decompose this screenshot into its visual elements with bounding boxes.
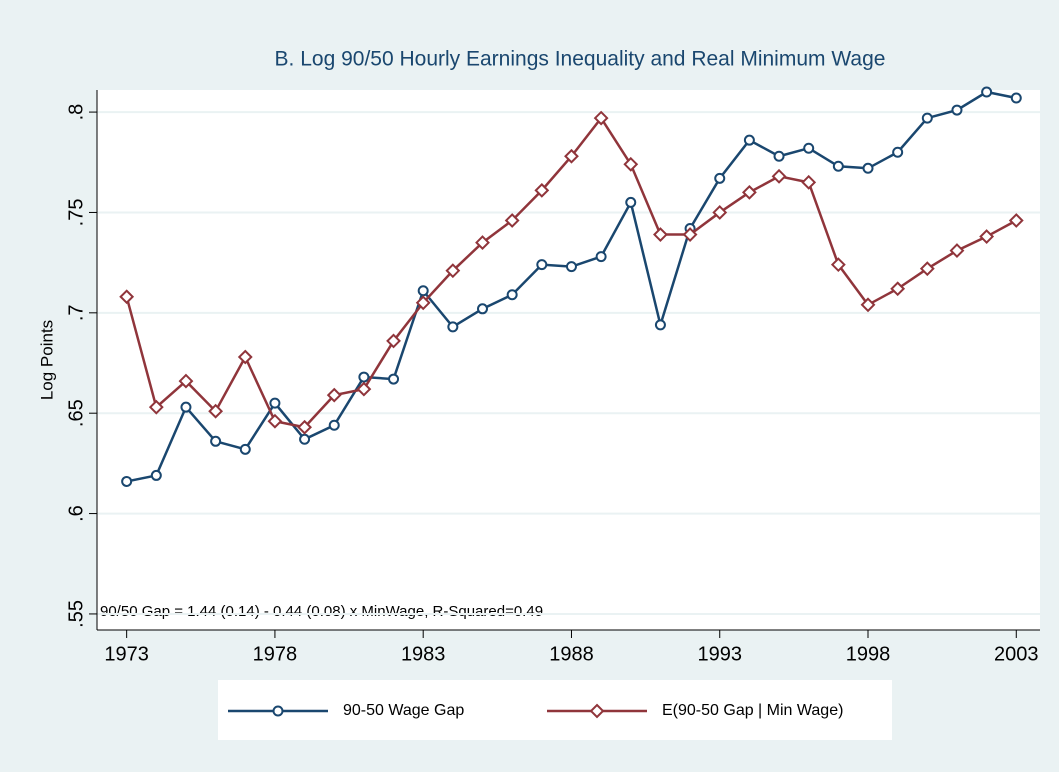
y-axis-label: Log Points [37, 320, 56, 400]
data-point [297, 419, 312, 435]
data-point [862, 162, 874, 174]
data-point [388, 373, 400, 385]
data-point [773, 150, 785, 162]
legend-label: 90-50 Wage Gap [343, 702, 464, 719]
data-point [832, 160, 844, 172]
x-tick-label: 1978 [253, 643, 298, 665]
chart-title: B. Log 90/50 Hourly Earnings Inequality … [275, 48, 886, 71]
data-point [475, 235, 490, 250]
y-tick-label: .6 [65, 505, 87, 522]
data-point [803, 142, 815, 154]
data-point [358, 371, 370, 383]
data-point [949, 243, 965, 259]
data-point [595, 251, 607, 263]
data-point [150, 469, 162, 481]
data-point [1008, 213, 1024, 228]
data-point [386, 333, 401, 349]
data-point [654, 319, 666, 331]
data-point [653, 227, 668, 242]
data-point [593, 110, 609, 126]
data-point [536, 259, 548, 271]
data-point [623, 156, 639, 172]
data-point [714, 172, 726, 184]
data-point [237, 349, 253, 365]
data-point [919, 261, 935, 277]
data-point [267, 413, 283, 429]
data-point [921, 112, 933, 124]
data-point [830, 257, 846, 273]
data-point [534, 182, 550, 198]
y-tick-label: .8 [65, 104, 87, 121]
y-tick-label: .55 [65, 600, 87, 628]
data-point [269, 397, 281, 409]
data-point [771, 168, 787, 184]
legend-marker [589, 703, 605, 719]
annotation: 90/50 Gap = 1.44 (0.14) - 0.44 (0.08) x … [100, 603, 543, 620]
data-point [1010, 92, 1022, 104]
data-point [208, 403, 224, 419]
x-tick-label: 1983 [401, 643, 446, 665]
data-point [625, 196, 637, 208]
data-point [504, 213, 520, 228]
x-tick-label: 1973 [104, 643, 149, 665]
data-point [299, 433, 311, 445]
data-point [180, 401, 192, 413]
data-point [951, 104, 963, 116]
data-point [741, 184, 757, 200]
data-point [239, 443, 251, 455]
data-point [801, 174, 817, 190]
data-point [148, 399, 164, 415]
data-point [119, 289, 135, 305]
data-point [682, 227, 698, 242]
data-point [477, 303, 489, 315]
x-tick-label: 1993 [697, 643, 742, 665]
x-tick-label: 2003 [994, 643, 1039, 665]
data-point [121, 475, 133, 487]
data-point [210, 435, 222, 447]
data-point [326, 387, 342, 403]
y-tick-label: .65 [65, 399, 87, 427]
data-point [892, 146, 904, 158]
data-point [178, 373, 194, 389]
data-point [565, 261, 577, 273]
plot-area [97, 90, 1040, 630]
data-point [979, 229, 995, 244]
data-point [981, 86, 993, 98]
data-point [417, 285, 429, 297]
data-point [743, 134, 755, 146]
legend-label: E(90-50 Gap | Min Wage) [662, 702, 843, 719]
y-tick-label: .75 [65, 199, 87, 227]
x-tick-label: 1988 [549, 643, 594, 665]
x-tick-label: 1998 [846, 643, 891, 665]
y-tick-label: .7 [65, 304, 87, 321]
data-point [356, 381, 372, 397]
data-point [415, 295, 431, 311]
data-point [328, 419, 340, 431]
data-point [860, 297, 876, 313]
data-point [712, 205, 728, 220]
legend-marker [272, 705, 284, 717]
data-point [447, 321, 459, 333]
data-point [564, 148, 579, 164]
data-point [445, 263, 461, 279]
data-point [506, 289, 518, 301]
data-point [890, 281, 906, 297]
